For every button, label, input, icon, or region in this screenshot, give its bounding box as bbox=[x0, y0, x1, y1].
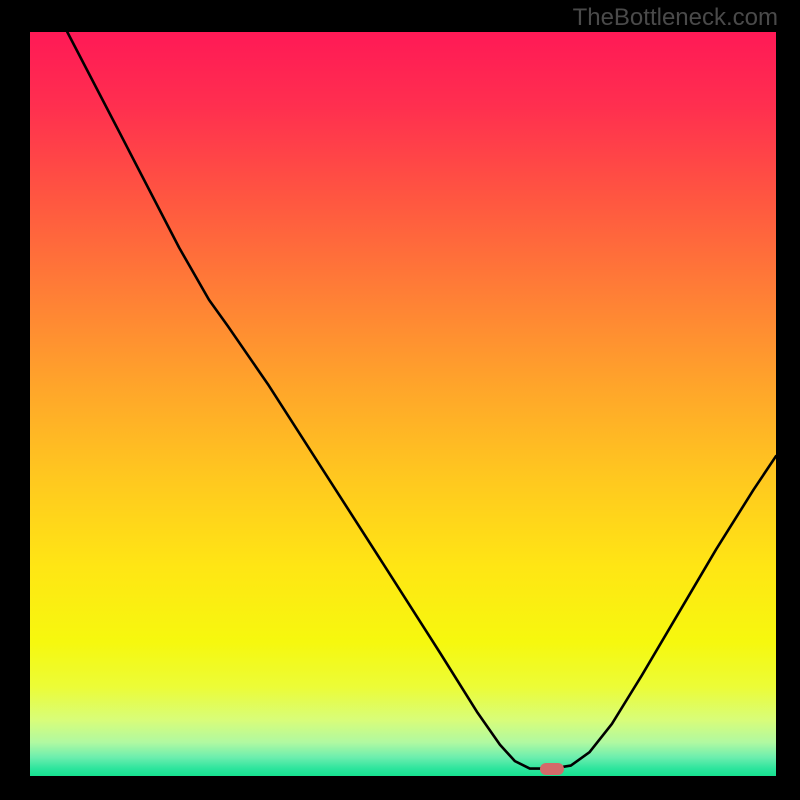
plot-area bbox=[30, 32, 776, 776]
frame-right bbox=[776, 0, 800, 800]
curve-svg bbox=[30, 32, 776, 776]
watermark-text: TheBottleneck.com bbox=[573, 4, 778, 32]
frame-bottom bbox=[0, 776, 800, 800]
bottleneck-curve bbox=[67, 32, 776, 769]
optimum-marker bbox=[540, 763, 564, 775]
frame-left bbox=[0, 0, 30, 800]
